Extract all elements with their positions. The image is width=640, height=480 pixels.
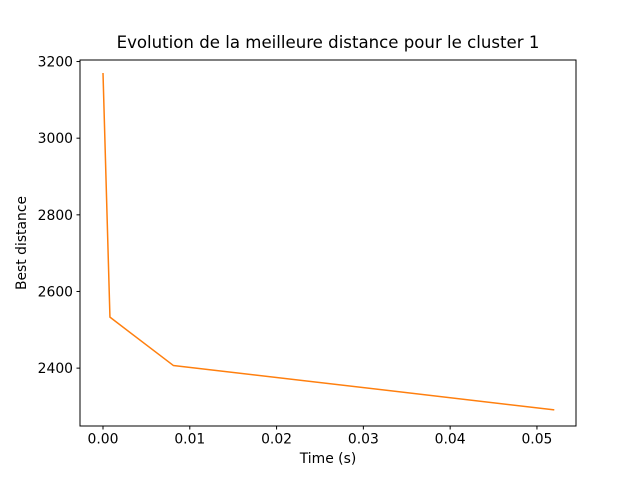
y-tick-label: 2600 bbox=[38, 284, 73, 300]
y-axis-label: Best distance bbox=[14, 195, 30, 291]
x-axis-label: Time (s) bbox=[299, 451, 357, 467]
y-tick-label: 3000 bbox=[38, 131, 73, 147]
x-tick-label: 0.01 bbox=[174, 432, 205, 448]
x-tick-label: 0.03 bbox=[348, 432, 379, 448]
series-line-best-distance bbox=[102, 73, 555, 411]
x-tick-label: 0.00 bbox=[88, 432, 119, 448]
y-tick-label: 2800 bbox=[38, 208, 73, 224]
x-tick-label: 0.05 bbox=[521, 432, 552, 448]
x-tick-label: 0.02 bbox=[261, 432, 292, 448]
axes-frame bbox=[79, 59, 577, 427]
x-tick-label: 0.04 bbox=[435, 432, 466, 448]
y-tick-label: 3200 bbox=[38, 55, 73, 71]
y-tick-label: 2400 bbox=[38, 361, 73, 377]
chart-title: Evolution de la meilleure distance pour … bbox=[116, 33, 540, 52]
